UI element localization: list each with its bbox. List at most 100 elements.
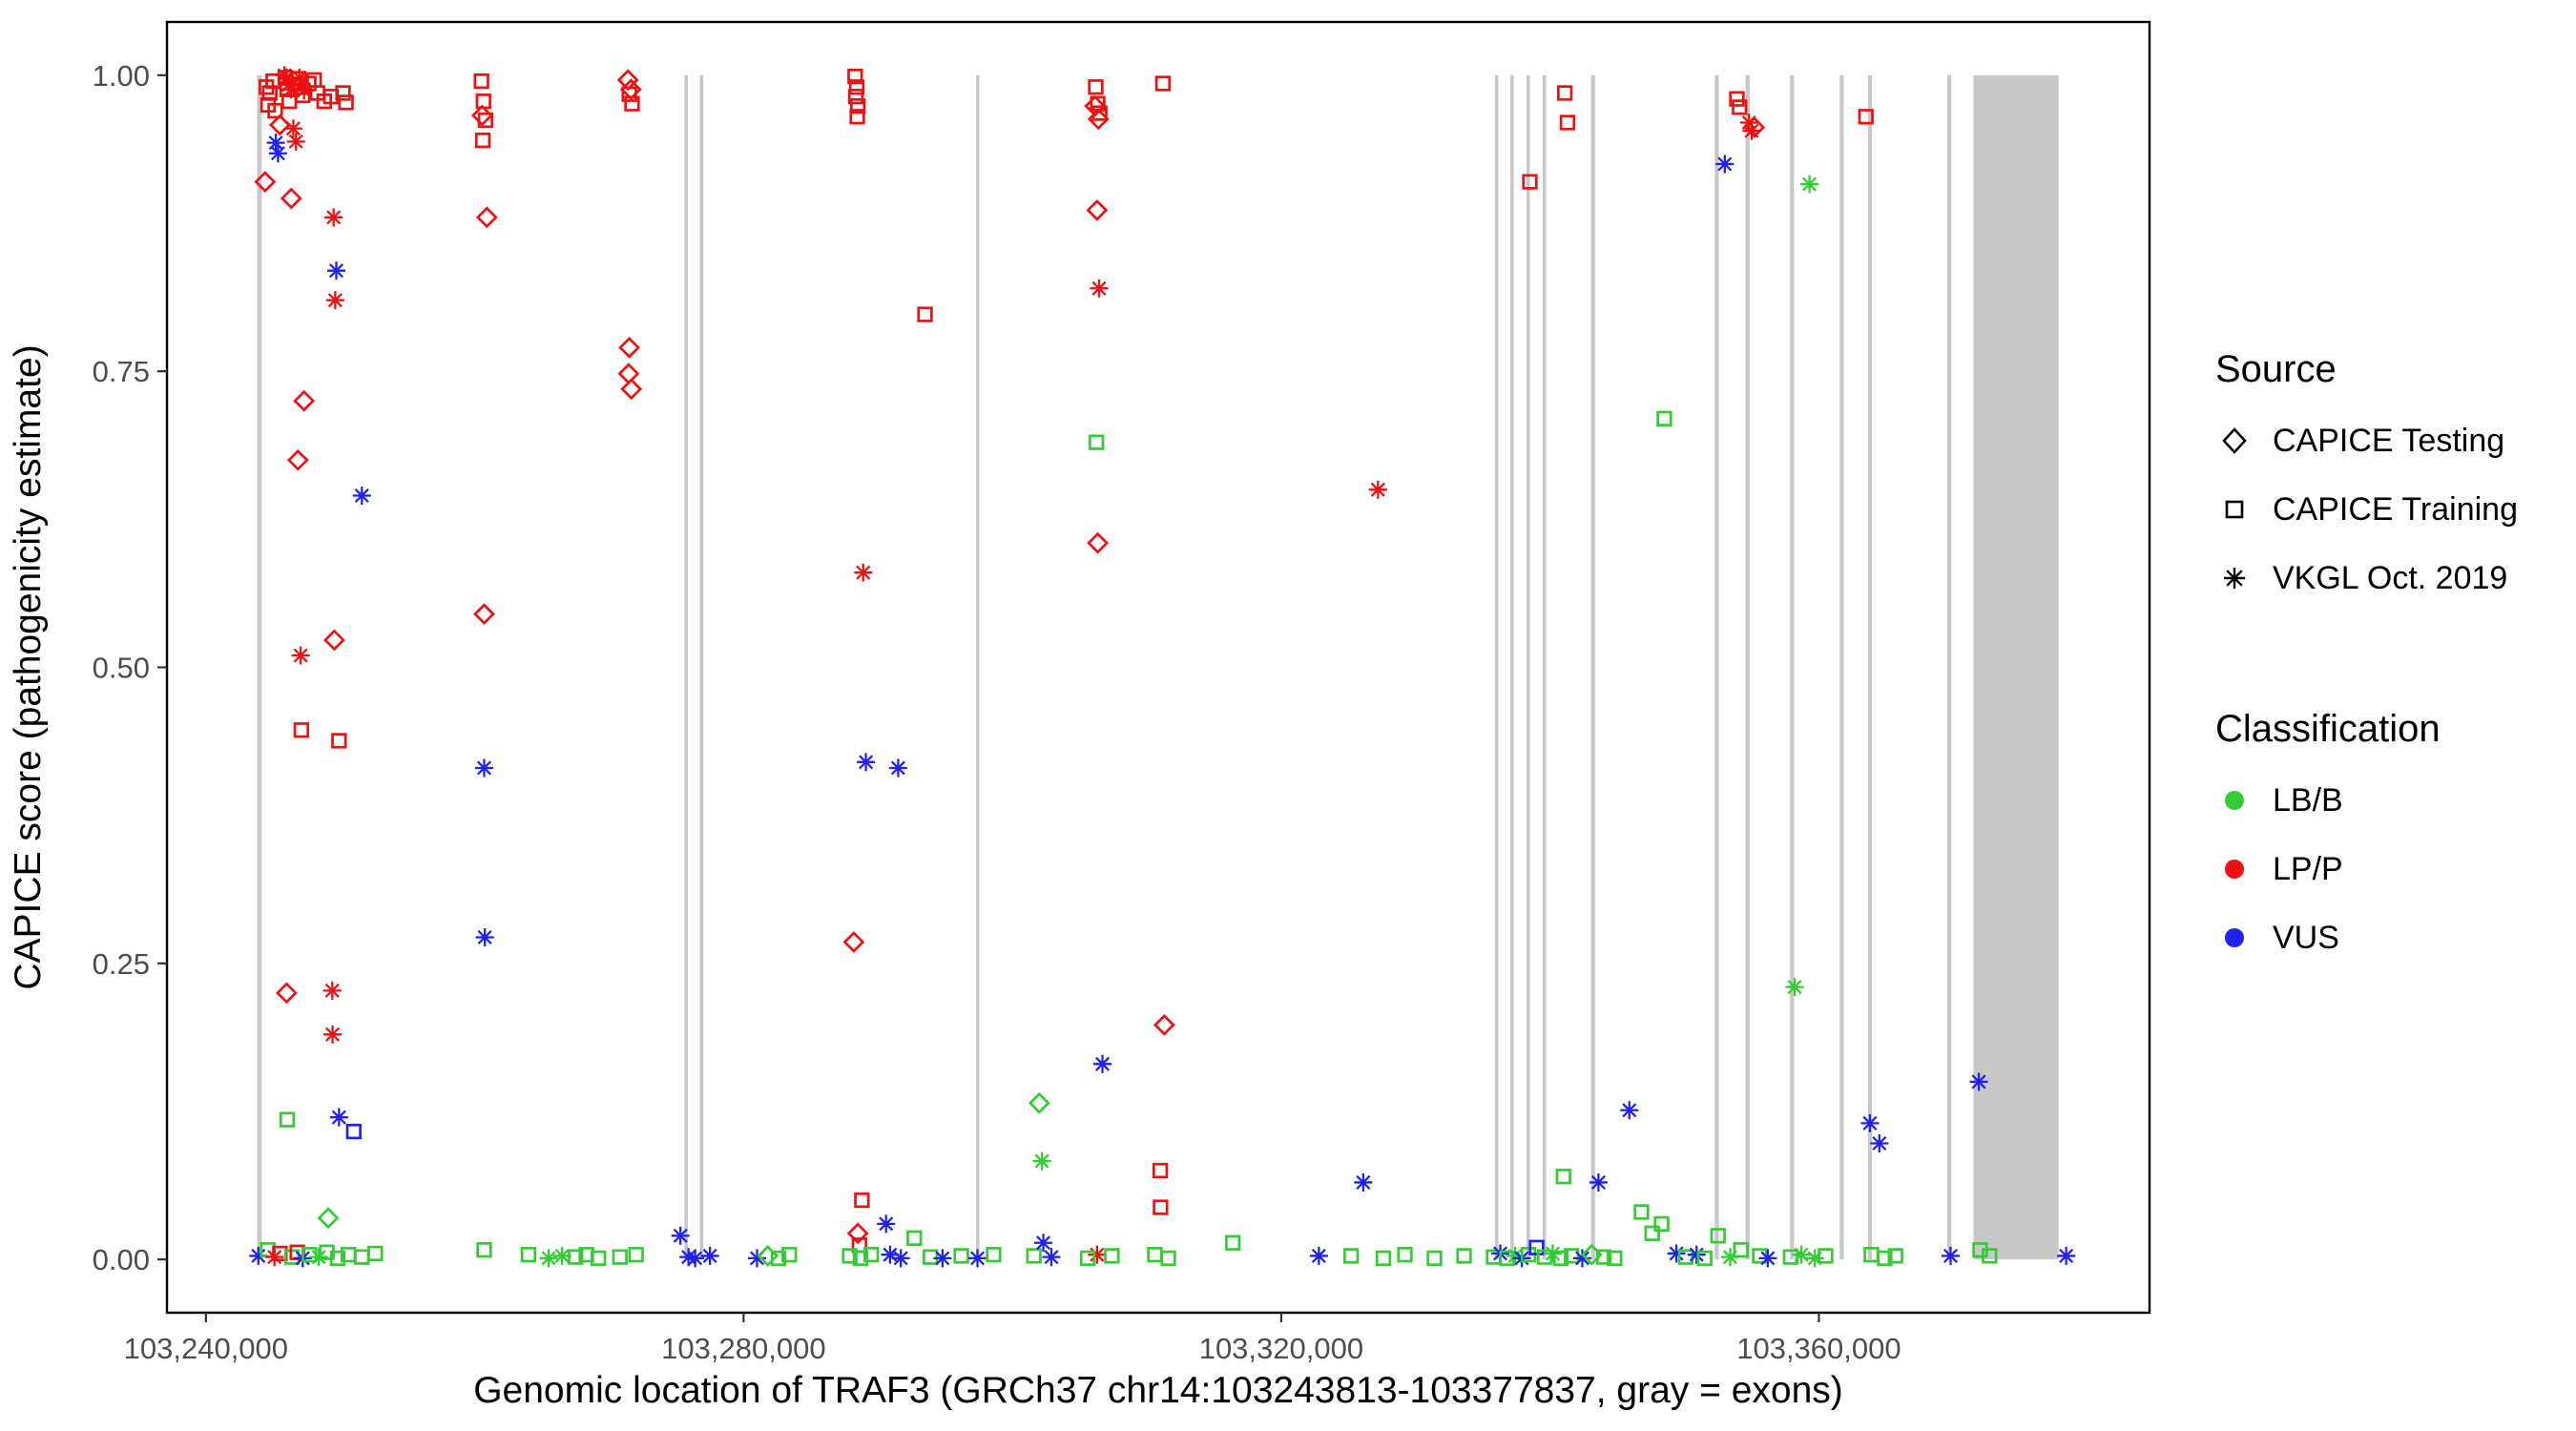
data-point-asterisk xyxy=(324,208,343,227)
data-point-diamond xyxy=(618,336,641,359)
data-point-diamond xyxy=(1086,198,1109,221)
x-axis-title: Genomic location of TRAF3 (GRCh37 chr14:… xyxy=(473,1370,1843,1411)
data-point-asterisk xyxy=(1032,1151,1051,1171)
data-point-square xyxy=(1089,434,1105,450)
legend-item-label: CAPICE Testing xyxy=(2273,422,2505,459)
data-point-asterisk xyxy=(475,928,494,947)
data-point-square xyxy=(345,1123,362,1140)
data-point-asterisk xyxy=(295,81,314,100)
data-point-square xyxy=(1397,1247,1413,1263)
data-point-asterisk xyxy=(1354,1172,1373,1192)
y-tick-label: 0.00 xyxy=(93,1243,150,1276)
data-point-asterisk xyxy=(854,563,873,582)
data-point-square xyxy=(474,132,491,149)
data-point-diamond xyxy=(619,78,642,101)
legend-item-lbb: LB/B xyxy=(2215,766,2568,835)
data-point-square xyxy=(849,109,865,125)
data-point-square xyxy=(1375,1250,1392,1267)
data-point-square xyxy=(848,79,865,95)
data-point-asterisk xyxy=(700,1246,719,1265)
data-point-square xyxy=(1633,1204,1650,1220)
data-point-asterisk xyxy=(323,1025,343,1044)
data-point-diamond xyxy=(616,69,639,92)
data-point-square xyxy=(1729,91,1745,107)
data-point-square xyxy=(335,85,351,101)
data-point-diamond xyxy=(293,389,316,412)
data-point-diamond xyxy=(254,171,277,193)
data-point-square xyxy=(591,1250,607,1267)
data-point-asterisk xyxy=(1667,1244,1686,1263)
legend-classification-title: Classification xyxy=(2215,708,2441,750)
data-point-asterisk xyxy=(322,981,342,1000)
data-point-asterisk xyxy=(325,291,344,310)
data-point-asterisk xyxy=(1368,480,1387,499)
x-tick-label: 103,240,000 xyxy=(124,1332,288,1365)
data-point-square xyxy=(628,1247,644,1263)
data-point-diamond xyxy=(322,629,345,652)
data-point-asterisk xyxy=(1090,279,1109,298)
data-point-square xyxy=(624,95,640,112)
data-point-diamond xyxy=(286,448,309,471)
legend-item-label: LP/P xyxy=(2273,850,2343,887)
data-point-asterisk xyxy=(686,1249,705,1268)
data-point-square xyxy=(568,1249,584,1265)
data-point-asterisk xyxy=(857,753,876,772)
data-point-diamond xyxy=(842,931,865,953)
panel-border xyxy=(165,20,2151,1315)
legend-item-label: CAPICE Training xyxy=(2273,490,2518,528)
legend-item-capice-testing: CAPICE Testing xyxy=(2215,406,2568,475)
data-point-square xyxy=(1557,85,1573,101)
data-point-diamond xyxy=(475,206,498,229)
data-point-square xyxy=(1656,410,1672,426)
data-point-square xyxy=(1522,174,1538,190)
data-point-asterisk xyxy=(1870,1133,1889,1152)
legend-item-label: VUS xyxy=(2273,919,2339,956)
legend-item-capice-training: CAPICE Training xyxy=(2215,475,2568,544)
exon-band xyxy=(976,74,980,1260)
legend-item-label: VKGL Oct. 2019 xyxy=(2273,559,2508,596)
legend-item-label: LB/B xyxy=(2273,781,2343,819)
legend-item-vus: VUS xyxy=(2215,903,2568,972)
data-point-square xyxy=(986,1247,1002,1263)
data-point-square xyxy=(1160,1250,1176,1267)
data-point-square xyxy=(1153,1199,1169,1215)
data-point-square xyxy=(1225,1234,1241,1251)
data-point-square xyxy=(1564,1248,1580,1264)
data-point-asterisk xyxy=(1805,1249,1824,1268)
data-point-square xyxy=(1088,79,1104,95)
y-tick-label: 0.50 xyxy=(93,652,150,685)
data-point-asterisk xyxy=(474,758,493,778)
data-point-asterisk xyxy=(891,1249,910,1268)
data-point-square xyxy=(781,1247,798,1263)
data-point-asterisk xyxy=(1687,1245,1706,1264)
data-point-square xyxy=(1877,1250,1893,1267)
data-point-asterisk xyxy=(1715,155,1735,174)
data-point-square xyxy=(1782,1249,1798,1265)
data-point-square xyxy=(267,102,283,119)
data-point-diamond xyxy=(1743,116,1766,138)
x-tick-label: 103,280,000 xyxy=(661,1332,825,1365)
data-point-asterisk xyxy=(291,646,310,665)
data-point-asterisk xyxy=(1969,1072,1988,1091)
data-point-square xyxy=(329,1250,346,1267)
red-dot-icon xyxy=(2225,860,2244,879)
data-point-square xyxy=(1555,1169,1571,1185)
data-point-asterisk xyxy=(968,1249,987,1268)
data-point-asterisk xyxy=(1309,1246,1328,1265)
data-point-diamond xyxy=(1028,1091,1050,1114)
data-point-diamond xyxy=(317,1207,340,1230)
data-point-asterisk xyxy=(1088,1245,1107,1264)
data-point-asterisk xyxy=(1543,1244,1562,1263)
data-point-diamond xyxy=(268,114,291,136)
data-point-square xyxy=(293,722,310,738)
y-axis-title: CAPICE score (pathogenicity estimate) xyxy=(8,344,49,989)
data-point-square xyxy=(770,1250,787,1267)
exon-band xyxy=(1946,74,1952,1260)
data-point-diamond xyxy=(1087,108,1110,131)
data-point-asterisk xyxy=(888,758,907,778)
exon-band xyxy=(1745,74,1750,1260)
exon-band xyxy=(1590,74,1595,1260)
data-point-diamond xyxy=(1153,1013,1175,1036)
